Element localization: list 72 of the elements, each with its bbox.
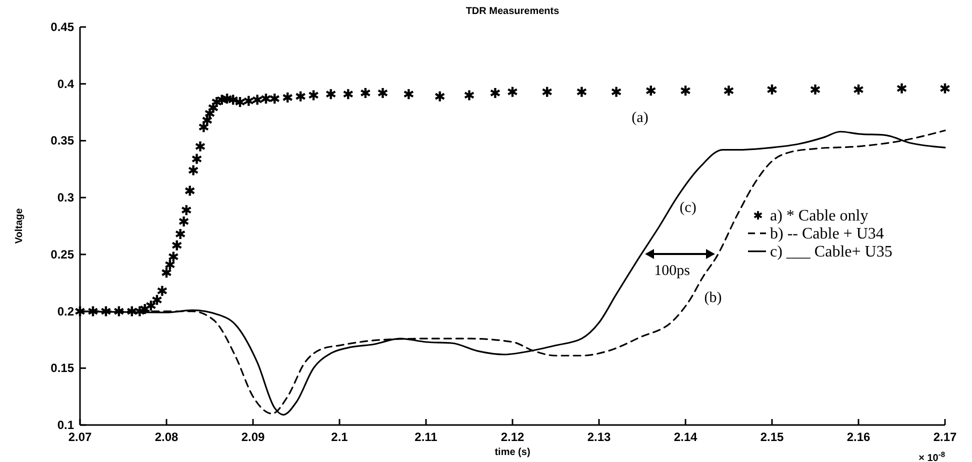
- point: [576, 86, 588, 98]
- point: [853, 83, 864, 96]
- point: [228, 94, 239, 106]
- annotation: (b): [704, 290, 722, 306]
- point: [360, 86, 371, 100]
- point: [507, 86, 518, 98]
- x-tick-label: 2.08: [154, 430, 178, 444]
- point: [180, 204, 192, 216]
- x-tick-label: 2.15: [760, 430, 784, 444]
- point: [490, 86, 501, 100]
- y-axis-title: Voltage: [14, 208, 25, 244]
- y-tick-label: 0.15: [50, 361, 74, 376]
- point: [134, 305, 146, 318]
- x-tick-label: 2.1: [331, 430, 348, 444]
- x-tick-label: 2.07: [68, 430, 92, 444]
- point: [810, 83, 821, 96]
- x-tick-label: 2.16: [846, 430, 870, 444]
- point: [194, 140, 206, 152]
- y-tick-label: 0.45: [50, 20, 74, 34]
- point: [308, 89, 319, 102]
- point: [252, 94, 263, 106]
- y-tick-label: 0.2: [57, 304, 74, 318]
- point: [243, 94, 254, 108]
- point: [766, 83, 778, 96]
- x-tick-label: 2.14: [674, 430, 698, 444]
- legend-label: c) ___ Cable+ U35: [770, 243, 892, 260]
- y-tick-label: 0.25: [50, 247, 74, 262]
- point: [610, 86, 622, 98]
- point: [216, 94, 228, 106]
- point: [269, 92, 280, 105]
- point: [723, 84, 734, 97]
- legend-label: a) * Cable only: [770, 207, 868, 224]
- point: [282, 91, 294, 104]
- point: [940, 82, 950, 95]
- point: [542, 86, 553, 98]
- text: × 10$^{-8}$: [918, 450, 945, 462]
- y-tick-label: 0.35: [50, 134, 74, 148]
- x-tick-label: 2.13: [587, 430, 611, 444]
- point: [139, 302, 150, 316]
- point: [325, 88, 336, 100]
- point: [680, 84, 691, 97]
- point: [178, 215, 190, 228]
- point: [74, 305, 86, 318]
- y-tick-label: 0.1: [57, 418, 74, 432]
- x-tick-label: 2.09: [241, 430, 265, 444]
- point: [464, 89, 475, 102]
- chart-title: TDR Measurements: [466, 6, 560, 17]
- annotation: (c): [680, 200, 696, 216]
- annotation: (a): [632, 110, 648, 126]
- x-tick-label: 2.12: [500, 430, 524, 444]
- point: [896, 82, 908, 95]
- x-tick-label: 2.17: [933, 430, 957, 444]
- point: [342, 88, 354, 100]
- point: [113, 305, 124, 318]
- point: [260, 92, 272, 105]
- point: [377, 86, 388, 100]
- point: [234, 96, 246, 108]
- legend-label: b) -- Cable + U34: [770, 225, 884, 242]
- point: [403, 88, 414, 100]
- point: [100, 305, 112, 318]
- point: [88, 305, 98, 318]
- y-tick-label: 0.4: [57, 76, 74, 91]
- annotation: 100ps: [654, 263, 690, 279]
- point: [295, 90, 306, 102]
- y-tick-label: 0.3: [57, 190, 74, 205]
- x-axis-title: time (s): [494, 447, 530, 458]
- point: [222, 92, 232, 105]
- point: [645, 84, 656, 97]
- x-tick-label: 2.11: [414, 430, 438, 444]
- point: [434, 90, 446, 102]
- point: [184, 184, 196, 197]
- point: [126, 305, 138, 318]
